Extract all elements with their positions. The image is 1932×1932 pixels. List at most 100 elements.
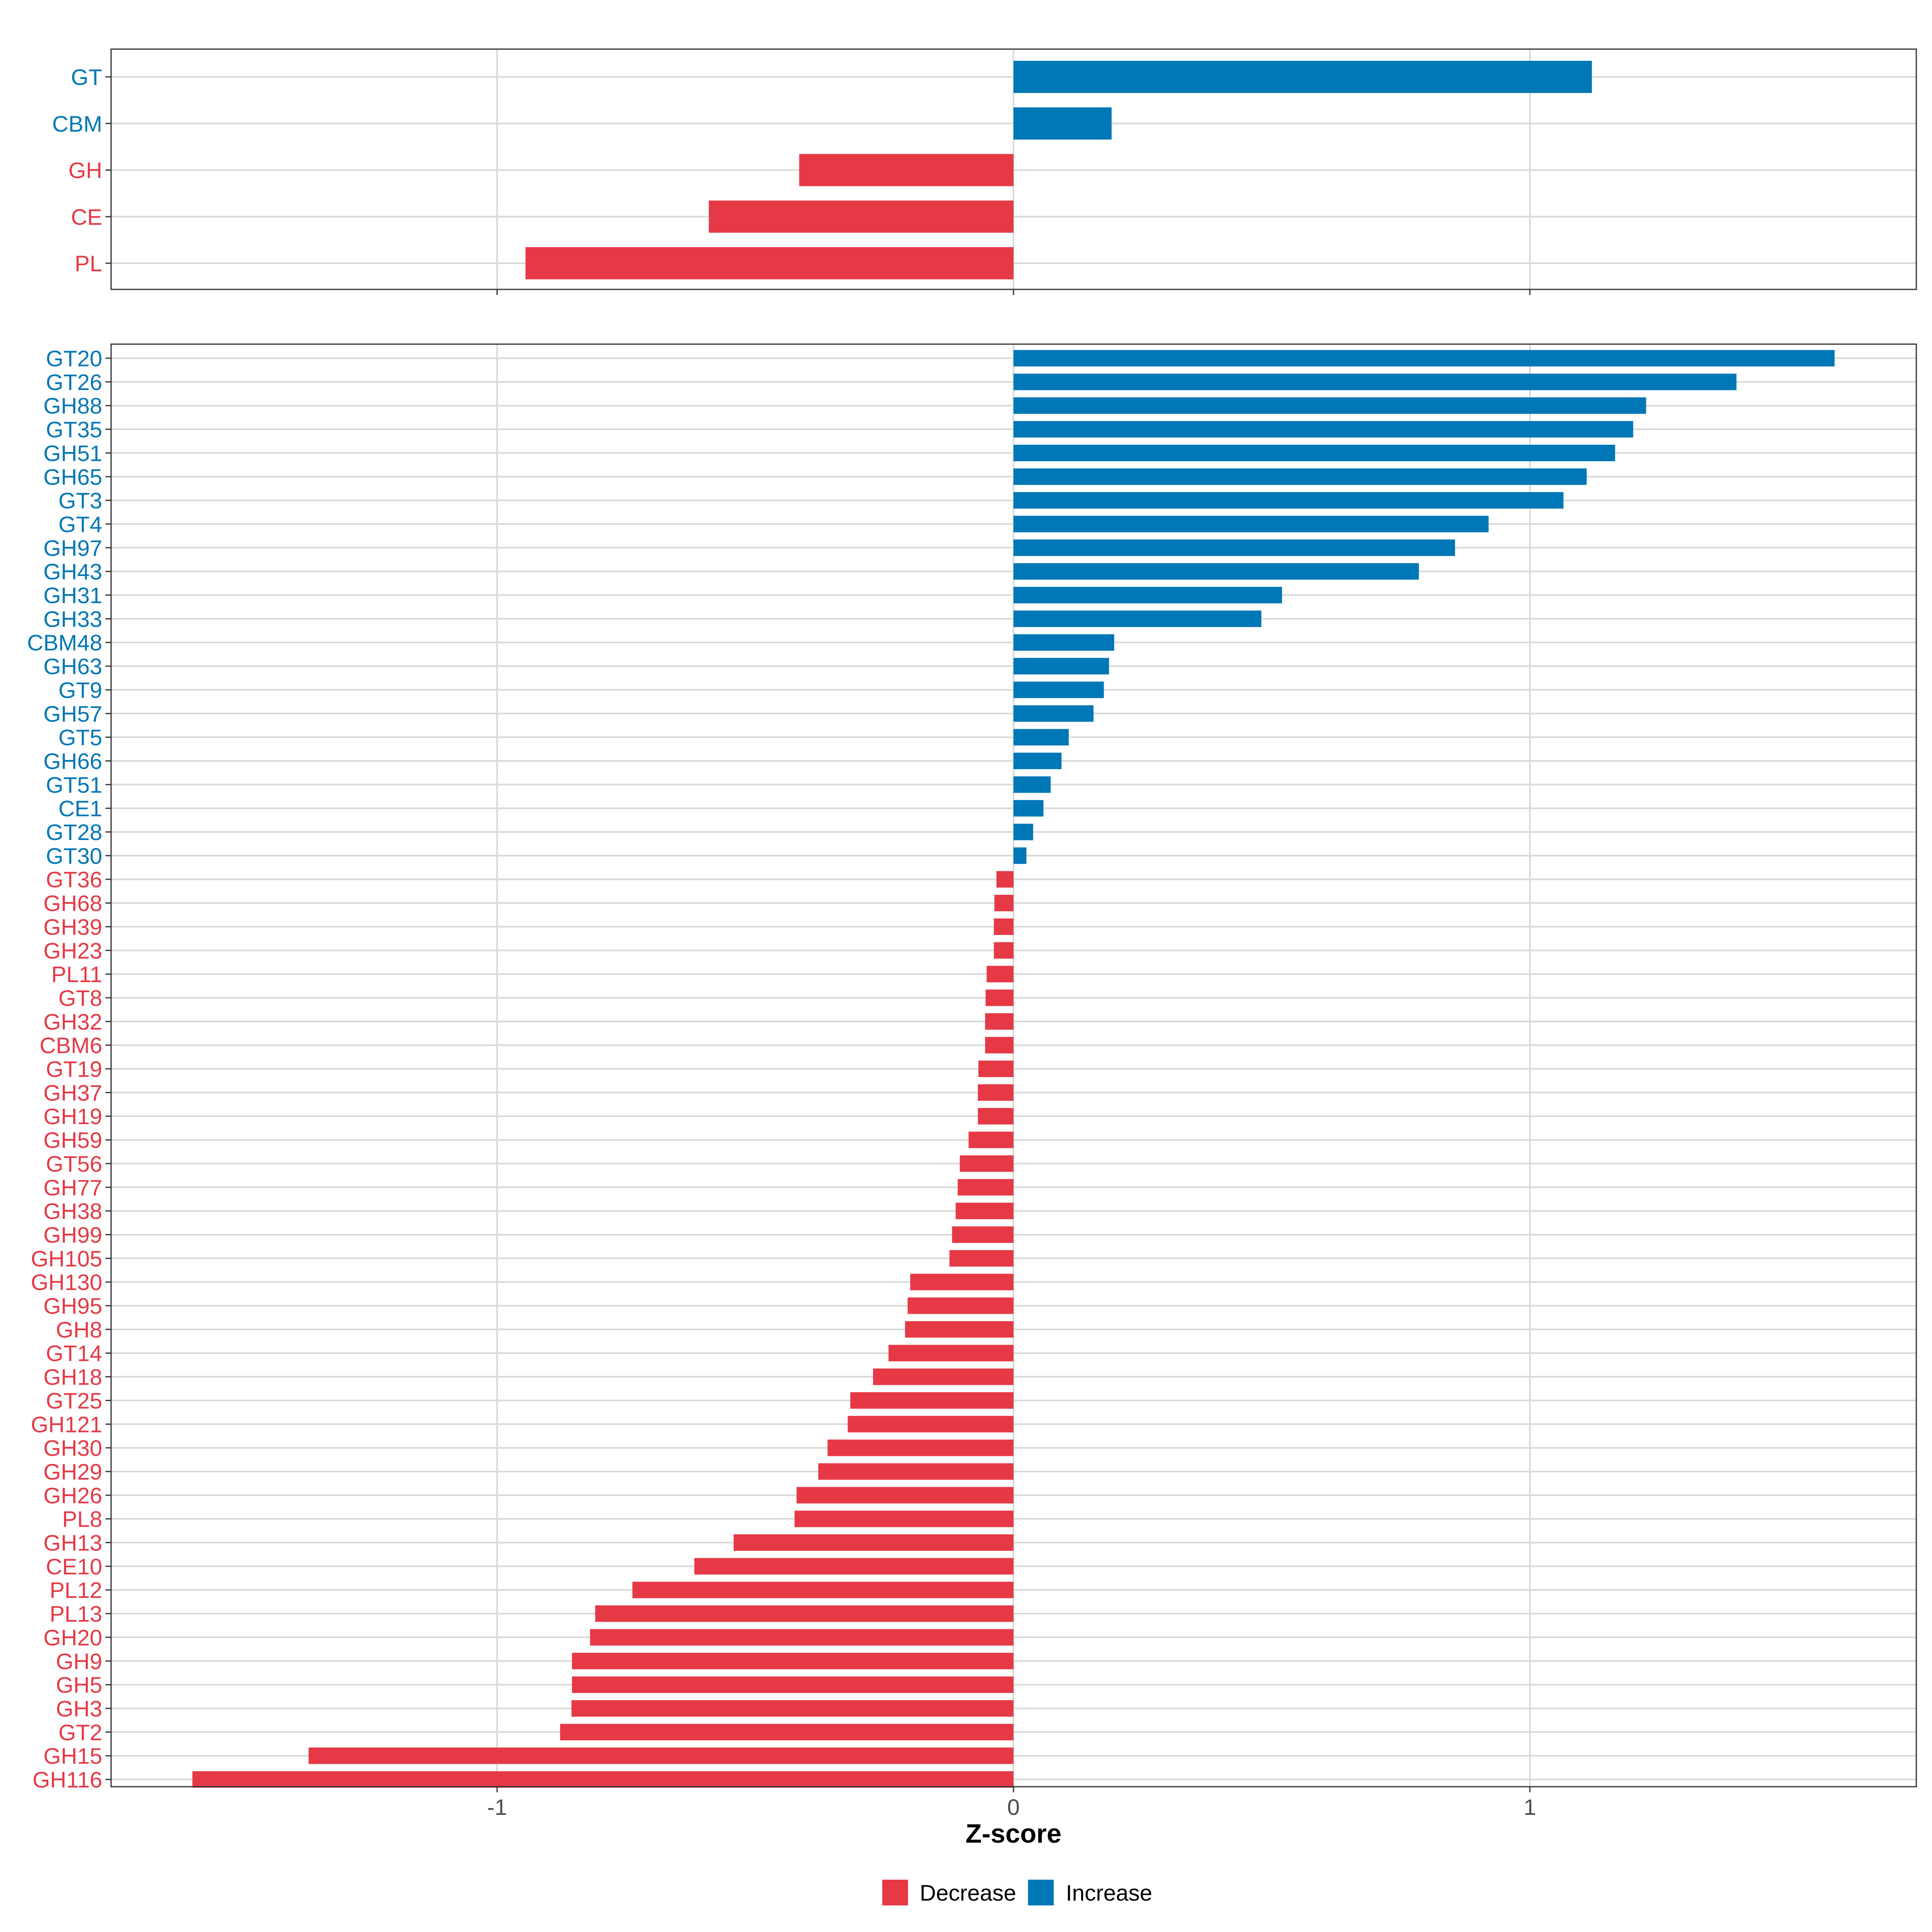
bar-GH59: [968, 1131, 1013, 1148]
category-label-GH105: GH105: [31, 1246, 102, 1271]
category-label-GH26: GH26: [43, 1483, 102, 1508]
bar-GH65: [1013, 468, 1587, 485]
bar-GH130: [910, 1274, 1013, 1290]
category-label-GH99: GH99: [43, 1222, 102, 1247]
category-label-GH3: GH3: [56, 1696, 102, 1721]
category-label-GT30: GT30: [46, 843, 102, 869]
category-label-CBM6: CBM6: [39, 1033, 102, 1058]
x-tick-label: -1: [487, 1794, 507, 1820]
top-panel-bars: [525, 61, 1592, 279]
category-label-GH95: GH95: [43, 1293, 102, 1319]
bar-GT25: [850, 1392, 1013, 1409]
bar-GH3: [571, 1700, 1013, 1717]
bar-GT30: [1013, 847, 1027, 864]
category-label-GH30: GH30: [43, 1435, 102, 1461]
bar-CBM: [1013, 107, 1112, 140]
bar-GH105: [949, 1250, 1013, 1267]
top-panel: GT CBM GH CE PL: [52, 48, 1917, 295]
category-label-GT20: GT20: [46, 346, 102, 371]
bar-GH8: [905, 1321, 1013, 1338]
bar-GT2: [560, 1724, 1013, 1740]
bar-GH77: [958, 1179, 1013, 1196]
category-label-GH32: GH32: [43, 1009, 102, 1034]
bar-GH99: [952, 1226, 1013, 1243]
category-label-GT51: GT51: [46, 772, 102, 797]
category-label-GT19: GT19: [46, 1057, 102, 1082]
bottom-panel-x-ticks: -1 0 1: [487, 1787, 1536, 1820]
bar-GH32: [985, 1013, 1013, 1030]
bar-GT5: [1013, 729, 1069, 746]
top-panel-category-labels: GT CBM GH CE PL: [52, 64, 111, 276]
legend-label-increase: Increase: [1066, 1880, 1152, 1905]
category-label-GH: GH: [68, 158, 102, 183]
category-label-GH116: GH116: [33, 1767, 102, 1792]
bar-PL12: [632, 1581, 1013, 1598]
bar-PL8: [795, 1511, 1013, 1527]
x-tick-label: 1: [1523, 1794, 1536, 1820]
category-label-GH66: GH66: [43, 748, 102, 774]
bar-GT26: [1013, 374, 1737, 390]
category-label-GH65: GH65: [43, 464, 102, 489]
bar-GT51: [1013, 776, 1051, 793]
bar-GT9: [1013, 681, 1104, 698]
x-axis-title: Z-score: [966, 1818, 1061, 1848]
category-label-GH77: GH77: [43, 1175, 102, 1200]
bar-GH95: [907, 1297, 1013, 1314]
category-label-GH15: GH15: [43, 1743, 102, 1769]
bar-GH121: [848, 1416, 1013, 1432]
category-label-GH23: GH23: [43, 938, 102, 963]
bar-GH51: [1013, 444, 1615, 461]
category-label-GH5: GH5: [56, 1672, 102, 1698]
bar-GH20: [590, 1629, 1013, 1646]
bar-CBM48: [1013, 634, 1115, 651]
bar-CE10: [694, 1558, 1013, 1575]
category-label-PL8: PL8: [62, 1507, 102, 1532]
category-label-PL12: PL12: [50, 1577, 102, 1603]
category-label-GH18: GH18: [43, 1364, 102, 1390]
legend-key-decrease: [882, 1880, 908, 1905]
bar-CE1: [1013, 800, 1044, 817]
bar-GH63: [1013, 658, 1109, 675]
category-label-GH13: GH13: [43, 1530, 102, 1556]
category-label-GH88: GH88: [43, 393, 102, 419]
category-label-GH57: GH57: [43, 701, 102, 727]
category-label-GT5: GT5: [58, 725, 102, 750]
bar-GH18: [873, 1368, 1013, 1385]
bar-GH37: [978, 1084, 1013, 1101]
bar-GT4: [1013, 516, 1489, 533]
bar-GT8: [985, 989, 1013, 1006]
bar-GT3: [1013, 492, 1564, 509]
bar-GH116: [192, 1771, 1013, 1788]
category-label-GT35: GT35: [46, 417, 102, 442]
bar-GH31: [1013, 587, 1282, 603]
bar-GH29: [818, 1463, 1013, 1480]
bar-CE: [709, 200, 1013, 233]
category-label-GH19: GH19: [43, 1104, 102, 1129]
bar-GH26: [797, 1487, 1013, 1504]
category-label-GH39: GH39: [43, 914, 102, 939]
category-label-GH43: GH43: [43, 559, 102, 584]
category-label-GT36: GT36: [46, 867, 102, 892]
category-label-GH29: GH29: [43, 1459, 102, 1484]
category-label-GH38: GH38: [43, 1199, 102, 1224]
bar-GT19: [978, 1061, 1013, 1077]
bar-GH33: [1013, 610, 1261, 627]
bar-PL11: [987, 966, 1013, 983]
bar-GT36: [996, 871, 1013, 888]
legend: Decrease Increase: [882, 1880, 1152, 1905]
category-label-CE1: CE1: [58, 796, 102, 821]
bar-GH15: [308, 1747, 1013, 1764]
bottom-panel-category-labels: GT20GT26GH88GT35GH51GH65GT3GT4GH97GH43GH…: [27, 346, 111, 1792]
bar-GH38: [956, 1203, 1013, 1220]
bottom-panel-gridlines: [111, 344, 1916, 1787]
bottom-panel-bars: [192, 350, 1835, 1788]
category-label-CE: CE: [71, 204, 102, 229]
category-label-GT: GT: [71, 64, 102, 90]
category-label-GH33: GH33: [43, 606, 102, 632]
category-label-GT28: GT28: [46, 819, 102, 845]
category-label-GT26: GT26: [46, 369, 102, 395]
bar-GH39: [994, 918, 1013, 935]
bar-GH68: [994, 895, 1013, 912]
category-label-GT3: GT3: [58, 488, 102, 513]
